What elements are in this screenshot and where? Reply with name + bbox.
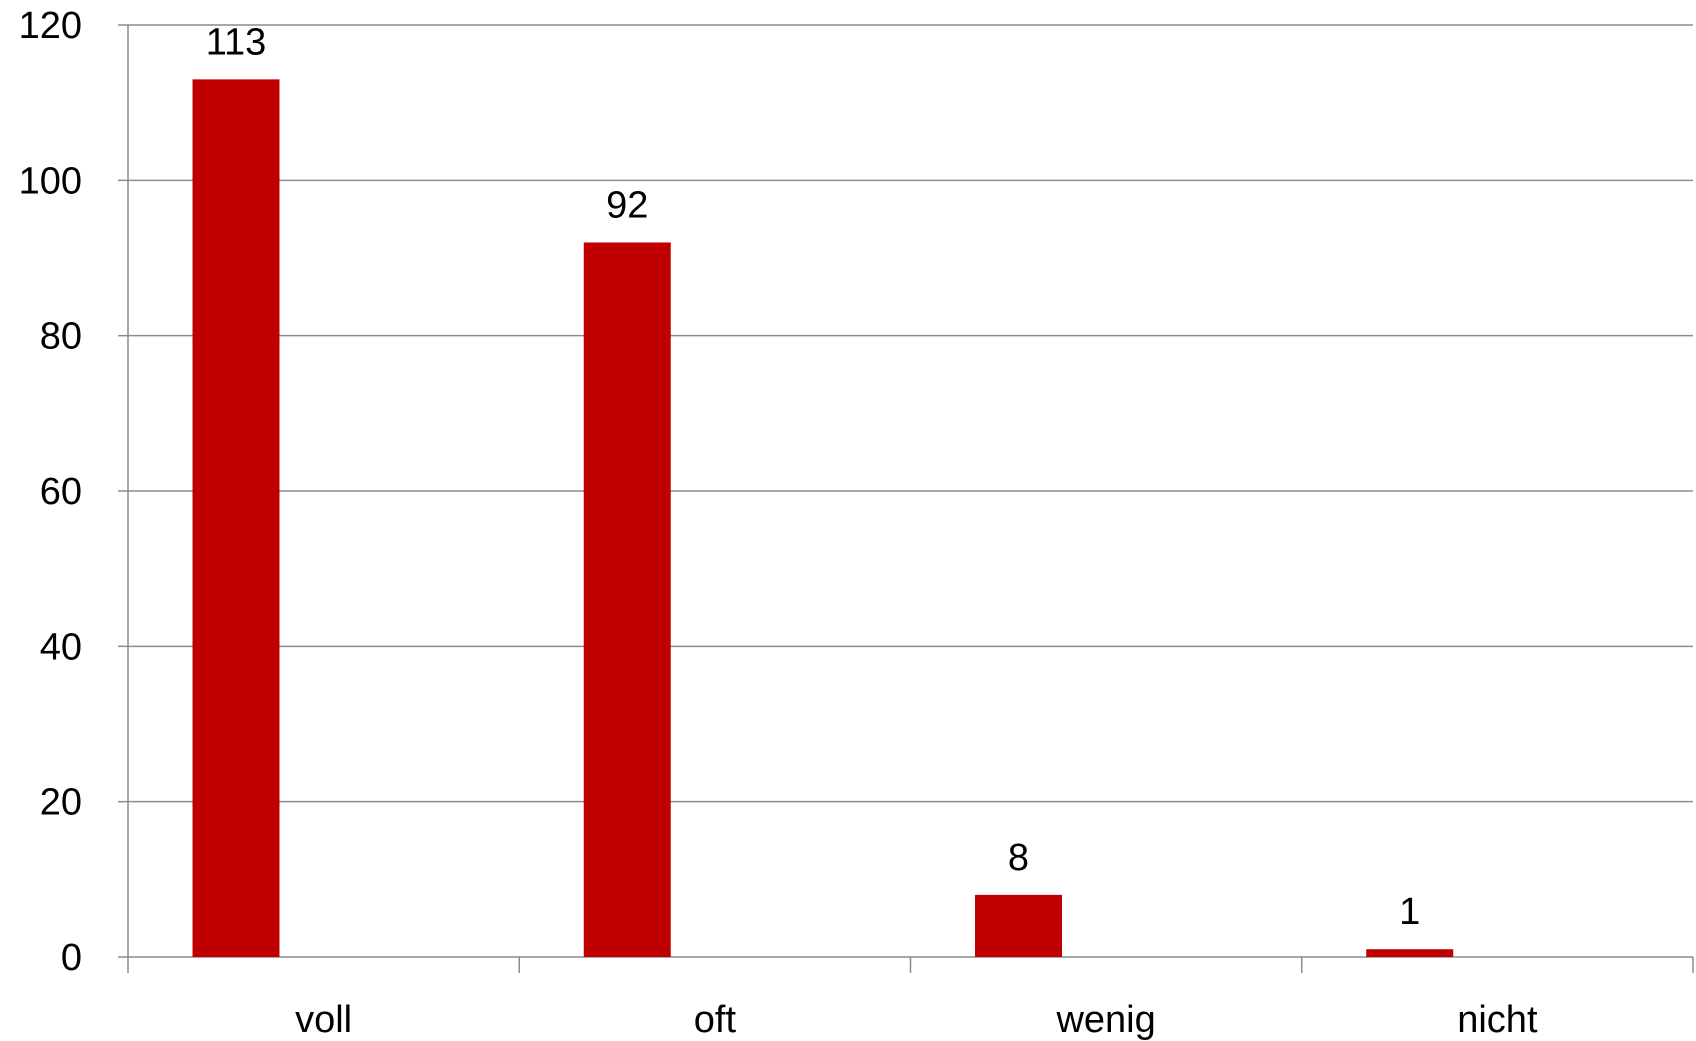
y-tick-label: 100	[19, 160, 82, 202]
axes	[118, 24, 1694, 973]
data-label-nicht: 1	[1399, 891, 1420, 933]
x-category-label-nicht: nicht	[1457, 999, 1538, 1041]
labels: 0 20 40 60 80 100 120 113 voll 92 oft 8 wenig 1 nicht	[19, 5, 1538, 1041]
bars	[192, 79, 1454, 957]
data-label-voll: 113	[206, 21, 267, 63]
x-category-label-oft: oft	[694, 999, 737, 1041]
y-tick-label: 20	[40, 782, 82, 824]
bar-nicht	[1366, 949, 1454, 957]
data-label-wenig: 8	[1008, 837, 1029, 879]
y-tick-label: 60	[40, 471, 82, 513]
bar-voll	[192, 79, 280, 957]
gridlines	[128, 24, 1693, 958]
y-tick-label: 0	[61, 937, 82, 979]
bar-oft	[583, 242, 671, 957]
x-category-label-voll: voll	[295, 999, 352, 1041]
y-tick-label: 40	[40, 626, 82, 668]
y-tick-label: 120	[19, 5, 82, 47]
data-label-oft: 92	[606, 184, 648, 226]
bar-wenig	[975, 894, 1062, 957]
x-category-label-wenig: wenig	[1055, 999, 1155, 1041]
y-tick-label: 80	[40, 316, 82, 358]
